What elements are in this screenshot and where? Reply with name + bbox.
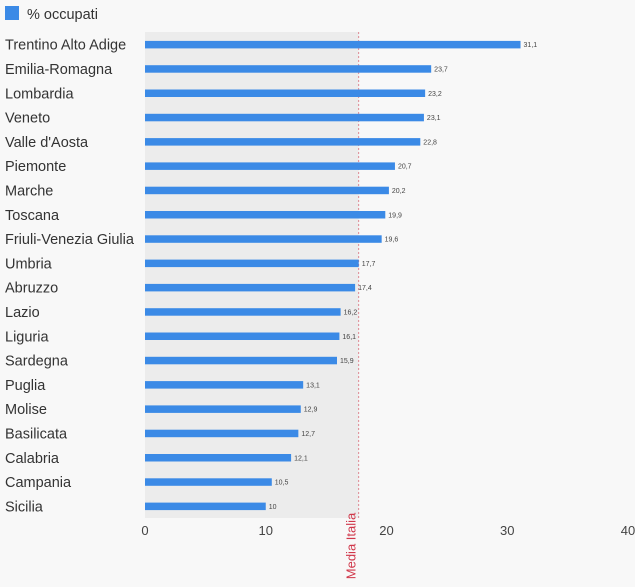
data-label: 20,2 (392, 188, 406, 195)
data-label: 10 (269, 504, 277, 511)
x-tick-label: 20 (379, 523, 393, 538)
bar (145, 138, 421, 146)
bar (145, 89, 426, 97)
data-label: 23,2 (428, 91, 442, 98)
data-label: 12,9 (304, 407, 318, 414)
bar (145, 478, 272, 486)
data-label: 13,1 (306, 382, 320, 389)
bar (145, 113, 424, 122)
bar (145, 162, 395, 170)
data-label: 12,1 (294, 455, 308, 462)
category-label: Basilicata (5, 426, 68, 442)
bar (145, 356, 337, 365)
data-label: 16,2 (344, 309, 358, 316)
bar (145, 65, 432, 73)
data-label: 31,1 (524, 42, 538, 49)
data-label: 17,4 (358, 285, 372, 292)
category-label: Marche (5, 183, 53, 199)
data-label: 23,1 (427, 115, 441, 122)
data-label: 20,7 (398, 164, 412, 171)
category-label: Trentino Alto Adige (5, 38, 126, 54)
category-label: Piemonte (5, 159, 66, 175)
category-label: Molise (5, 402, 47, 418)
category-label: Toscana (5, 208, 60, 224)
category-label: Sicilia (5, 499, 44, 515)
legend-swatch (5, 6, 19, 20)
legend-label: % occupati (27, 7, 98, 23)
reference-band (145, 32, 359, 518)
category-label: Valle d'Aosta (5, 135, 89, 151)
data-label: 23,7 (434, 66, 448, 73)
bar (145, 186, 389, 195)
bar (145, 235, 382, 243)
data-label: 19,6 (385, 237, 399, 244)
plot-area: Media Italia Trentino Alto Adige 31,1 Emili… (5, 32, 635, 579)
bar (145, 332, 340, 340)
category-label: Abruzzo (5, 281, 58, 297)
reference-line-label: Media Italia (344, 512, 359, 579)
data-label: 16,1 (342, 334, 356, 341)
data-label: 22,8 (423, 139, 437, 146)
bar (145, 405, 301, 413)
x-tick-label: 0 (141, 523, 148, 538)
bar (145, 283, 356, 292)
category-label: Lazio (5, 305, 40, 321)
data-label: 19,9 (388, 212, 402, 219)
category-label: Campania (5, 475, 72, 491)
bar (145, 454, 292, 462)
data-label: 15,9 (340, 358, 354, 365)
x-tick-label: 40 (621, 523, 635, 538)
x-tick-label: 30 (500, 523, 514, 538)
legend: % occupati (5, 6, 98, 23)
data-label: 17,7 (362, 261, 376, 268)
bar (145, 502, 266, 511)
data-label: 10,5 (275, 480, 289, 487)
category-label: Sardegna (5, 354, 69, 370)
bar (145, 259, 359, 268)
category-label: Puglia (5, 378, 46, 394)
category-label: Friuli-Venezia Giulia (5, 232, 135, 248)
bar (145, 429, 299, 438)
bar (145, 381, 304, 389)
category-label: Lombardia (5, 86, 74, 102)
bar (145, 40, 521, 49)
bar (145, 308, 341, 316)
category-label: Emilia-Romagna (5, 62, 113, 78)
category-label: Liguria (5, 329, 49, 345)
category-label: Umbria (5, 256, 53, 272)
x-tick-label: 10 (259, 523, 273, 538)
bar (145, 211, 386, 219)
category-label: Veneto (5, 111, 50, 127)
category-label: Calabria (5, 451, 60, 467)
data-label: 12,7 (301, 431, 315, 438)
